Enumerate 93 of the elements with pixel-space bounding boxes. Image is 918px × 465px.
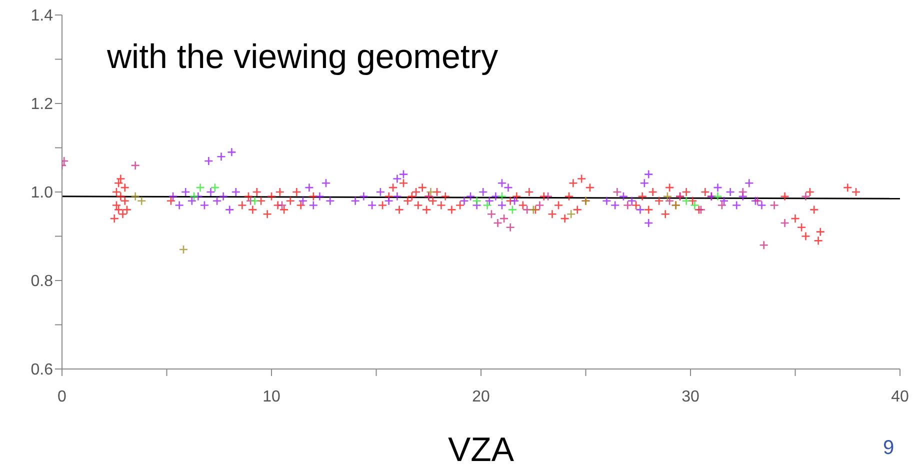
point: [227, 148, 236, 157]
point: [497, 192, 507, 202]
point: [466, 192, 476, 202]
point: [506, 222, 515, 232]
point: [392, 192, 402, 202]
x-tick-label: 40: [891, 388, 909, 406]
point: [644, 170, 654, 179]
y-tick-label: 1.0: [30, 184, 54, 202]
point: [321, 178, 331, 188]
point: [636, 205, 645, 214]
point: [204, 156, 214, 166]
point: [212, 196, 222, 206]
point: [690, 200, 700, 210]
point: [224, 205, 234, 214]
point: [719, 196, 729, 206]
point: [543, 192, 553, 202]
point: [392, 174, 402, 184]
text: 9: [883, 437, 894, 460]
point: [602, 196, 612, 206]
point: [491, 192, 500, 202]
point: [398, 170, 408, 179]
point: [308, 200, 318, 210]
point: [482, 200, 492, 210]
point: [326, 196, 335, 206]
y-tick-label: 0.8: [30, 273, 54, 290]
point: [744, 178, 754, 188]
point: [664, 196, 674, 206]
point: [713, 192, 722, 202]
x-tick-label: 0: [58, 388, 67, 406]
point: [484, 196, 494, 206]
annotation: with the viewing geometry: [107, 38, 498, 77]
point: [367, 200, 377, 210]
point: [726, 187, 735, 197]
x-axis-title: VZA: [448, 431, 514, 465]
point: [350, 196, 360, 206]
point: [304, 182, 314, 192]
point: [200, 200, 210, 210]
point: [298, 196, 308, 206]
point: [130, 160, 140, 170]
point: [612, 187, 622, 197]
point: [231, 187, 241, 197]
point: [486, 209, 496, 219]
point: [717, 200, 727, 210]
point: [315, 192, 324, 202]
point: [206, 187, 216, 197]
point: [187, 196, 197, 206]
x-tick-label: 10: [262, 388, 280, 406]
point: [644, 218, 654, 228]
point: [682, 196, 691, 206]
point: [780, 218, 790, 228]
point: [510, 196, 520, 206]
point: [180, 187, 190, 197]
point: [499, 214, 509, 224]
point: [566, 209, 576, 219]
point: [478, 187, 488, 197]
point: [189, 192, 199, 202]
point: [178, 244, 188, 254]
point: [218, 192, 228, 202]
point: [535, 200, 544, 210]
point: [640, 178, 650, 188]
point: [493, 218, 502, 228]
point: [460, 196, 469, 206]
point: [359, 192, 368, 202]
point: [770, 200, 779, 210]
point: [250, 196, 260, 206]
point: [508, 205, 518, 214]
point: [210, 182, 220, 192]
point: [216, 152, 226, 162]
point: [627, 196, 636, 206]
point: [472, 196, 482, 206]
x-tick-label: 30: [682, 388, 700, 406]
point: [168, 192, 178, 202]
point: [738, 187, 748, 197]
point: [610, 200, 620, 210]
point: [522, 205, 532, 214]
point: [801, 192, 810, 202]
point: [376, 187, 386, 197]
point: [623, 200, 632, 210]
point: [662, 192, 672, 202]
point: [196, 182, 205, 192]
y-tick-label: 1.2: [30, 96, 54, 114]
y-tick-label: 0.6: [30, 362, 54, 379]
point: [618, 192, 628, 202]
point: [497, 200, 507, 210]
y-tick-label: 1.4: [30, 8, 54, 25]
point: [732, 200, 742, 210]
x-tick-label: 20: [472, 388, 490, 406]
point: [384, 196, 394, 206]
point: [174, 200, 184, 210]
point: [759, 240, 768, 250]
point: [277, 200, 287, 210]
point: [426, 187, 436, 197]
point: [713, 182, 722, 192]
